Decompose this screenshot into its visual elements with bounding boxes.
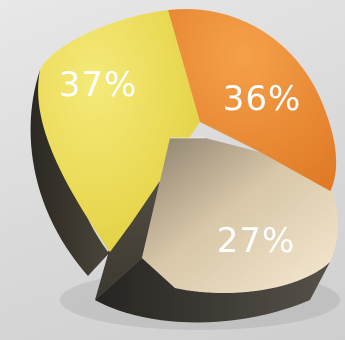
pie-slice-37 xyxy=(38,10,200,252)
pie-slice-27 xyxy=(142,138,338,293)
pie-label-36: 36% xyxy=(223,79,302,119)
pie-label-37: 37% xyxy=(59,65,138,105)
pie-slice-36 xyxy=(168,8,337,192)
pie-label-27: 27% xyxy=(217,221,296,261)
exploded-slice-side xyxy=(95,258,330,323)
